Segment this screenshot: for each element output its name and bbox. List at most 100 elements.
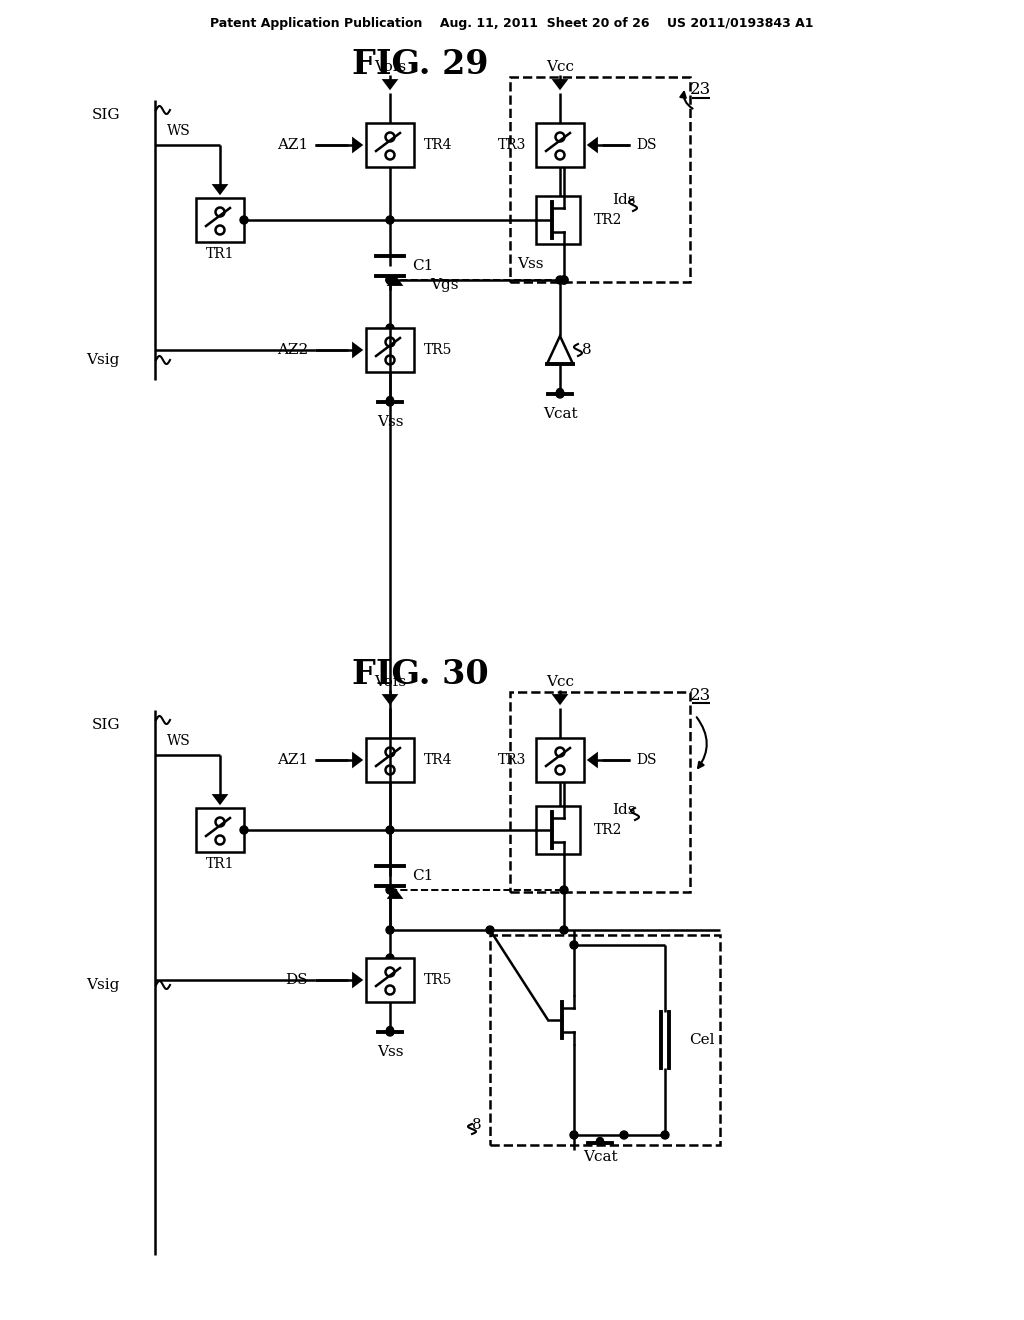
Circle shape [386, 323, 394, 333]
Text: C1: C1 [412, 259, 433, 273]
Circle shape [560, 927, 568, 935]
Circle shape [662, 1131, 669, 1139]
Circle shape [560, 276, 568, 284]
Circle shape [556, 389, 564, 399]
Circle shape [555, 747, 564, 756]
Circle shape [240, 216, 248, 224]
Text: Vcat: Vcat [543, 407, 578, 421]
Bar [536, 123, 584, 168]
Circle shape [486, 927, 494, 935]
Circle shape [386, 276, 394, 284]
Text: WS: WS [167, 124, 190, 139]
Bar [366, 738, 414, 781]
Circle shape [385, 986, 394, 994]
Text: Ids: Ids [612, 803, 636, 817]
Text: TR5: TR5 [424, 343, 453, 356]
Circle shape [386, 927, 394, 935]
Text: 23: 23 [689, 82, 711, 99]
Text: Vcat: Vcat [583, 1150, 617, 1164]
Text: Vsig: Vsig [87, 978, 120, 993]
Text: Vofs: Vofs [374, 675, 407, 689]
Circle shape [386, 1027, 393, 1034]
Circle shape [560, 276, 568, 284]
Circle shape [385, 968, 394, 977]
Text: DS: DS [286, 973, 308, 987]
Text: Vcc: Vcc [546, 59, 574, 74]
Text: SIG: SIG [91, 108, 120, 121]
Circle shape [385, 747, 394, 756]
Text: Cel: Cel [689, 1034, 715, 1047]
Text: AZ2: AZ2 [276, 343, 308, 356]
Circle shape [240, 826, 248, 834]
Circle shape [556, 388, 563, 396]
Bar [366, 327, 414, 372]
Circle shape [555, 150, 564, 160]
Text: DS: DS [636, 752, 656, 767]
Bar [196, 198, 244, 242]
Text: TR1: TR1 [206, 857, 234, 871]
Text: SIG: SIG [91, 718, 120, 733]
Text: Ids: Ids [612, 193, 636, 207]
Circle shape [385, 150, 394, 160]
Circle shape [386, 396, 393, 404]
Text: TR5: TR5 [424, 973, 453, 987]
Text: C1: C1 [412, 869, 433, 883]
Text: TR4: TR4 [424, 139, 453, 152]
Circle shape [570, 941, 578, 949]
Circle shape [386, 886, 394, 894]
Text: TR3: TR3 [498, 139, 526, 152]
Bar [366, 123, 414, 168]
Text: Vgs: Vgs [430, 279, 459, 292]
Text: FIG. 30: FIG. 30 [351, 659, 488, 692]
Circle shape [386, 276, 394, 284]
Bar [536, 738, 584, 781]
Circle shape [620, 1131, 628, 1139]
Circle shape [386, 826, 394, 834]
Circle shape [215, 836, 224, 845]
Text: TR2: TR2 [594, 213, 623, 227]
Text: Vss: Vss [377, 414, 403, 429]
Bar [510, 692, 690, 892]
Bar [536, 195, 580, 244]
Bar [510, 77, 690, 282]
Bar [536, 807, 580, 854]
Circle shape [570, 1131, 578, 1139]
Text: Vss: Vss [517, 257, 544, 271]
Circle shape [386, 1028, 394, 1036]
Circle shape [560, 886, 568, 894]
Circle shape [385, 355, 394, 364]
Text: Vcc: Vcc [546, 675, 574, 689]
Circle shape [215, 207, 224, 216]
Text: AZ1: AZ1 [276, 139, 308, 152]
Circle shape [556, 276, 564, 284]
Circle shape [215, 817, 224, 826]
Circle shape [385, 338, 394, 346]
Bar [366, 958, 414, 1002]
Text: DS: DS [636, 139, 656, 152]
Circle shape [386, 399, 394, 407]
Text: TR1: TR1 [206, 247, 234, 261]
Text: Vsig: Vsig [87, 352, 120, 367]
Text: TR4: TR4 [424, 752, 453, 767]
Circle shape [386, 954, 394, 962]
Circle shape [555, 132, 564, 141]
Text: TR3: TR3 [498, 752, 526, 767]
Bar [196, 808, 244, 851]
Bar [490, 935, 720, 1144]
Circle shape [385, 766, 394, 775]
Text: Vofs: Vofs [374, 59, 407, 74]
Circle shape [385, 132, 394, 141]
Text: WS: WS [167, 734, 190, 748]
Text: TR2: TR2 [594, 822, 623, 837]
Text: Patent Application Publication    Aug. 11, 2011  Sheet 20 of 26    US 2011/01938: Patent Application Publication Aug. 11, … [210, 16, 814, 29]
Text: 8: 8 [582, 343, 592, 356]
Text: 8: 8 [472, 1118, 482, 1133]
Text: Vss: Vss [377, 1045, 403, 1059]
Text: AZ1: AZ1 [276, 752, 308, 767]
Circle shape [386, 216, 394, 224]
Text: FIG. 29: FIG. 29 [352, 49, 488, 82]
Circle shape [555, 766, 564, 775]
Circle shape [597, 1138, 603, 1144]
Circle shape [215, 226, 224, 235]
Text: 23: 23 [689, 686, 711, 704]
